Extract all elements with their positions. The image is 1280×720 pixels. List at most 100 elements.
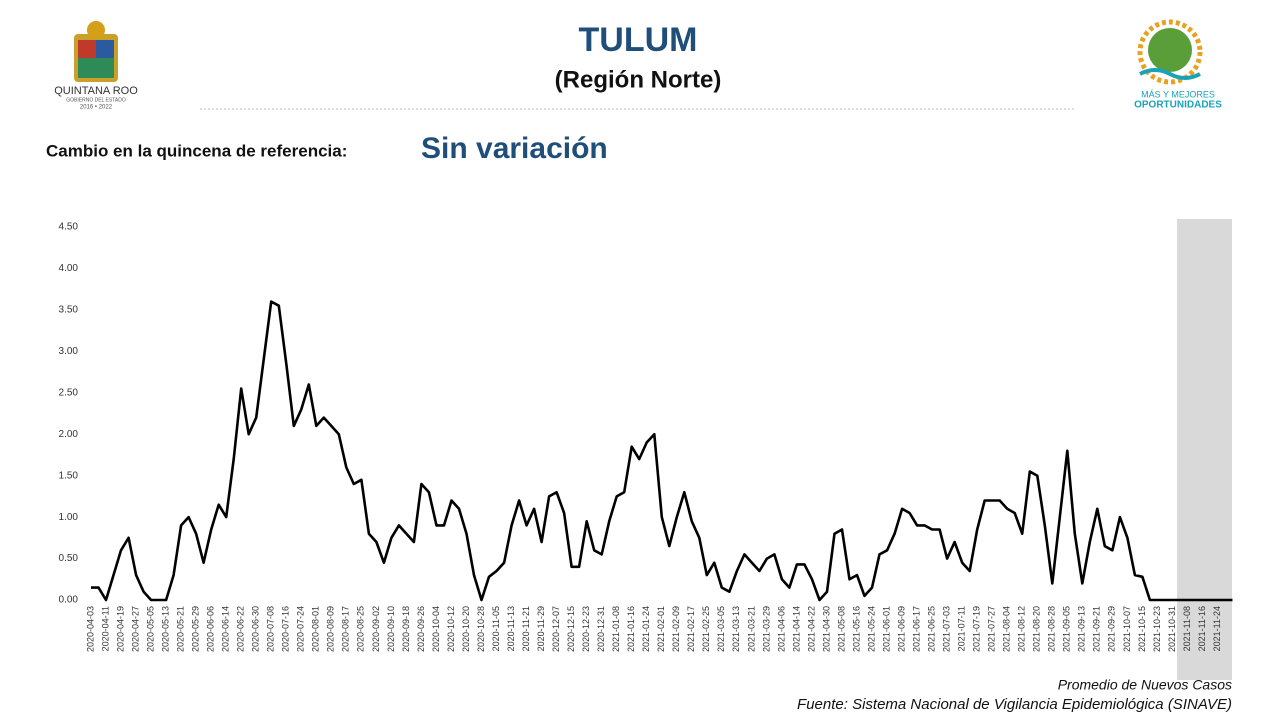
- x-tick-label: 2021-05-16: [851, 606, 861, 652]
- x-tick-label: 2021-03-05: [716, 606, 726, 652]
- x-tick-label: 2021-01-16: [626, 606, 636, 652]
- y-tick-label: 3.50: [59, 305, 79, 316]
- x-tick-label: 2020-05-29: [191, 606, 201, 652]
- x-tick-label: 2020-06-30: [251, 606, 261, 652]
- x-tick-label: 2020-08-17: [341, 606, 351, 652]
- data-line: [91, 300, 1233, 602]
- wave: [1139, 68, 1201, 80]
- x-tick-label: 2020-06-22: [236, 606, 246, 652]
- y-tick-label: 2.50: [59, 387, 79, 398]
- x-tick-label: 2020-11-05: [491, 606, 501, 651]
- x-tick-label: 2020-09-02: [371, 606, 381, 652]
- x-tick-label: 2020-09-18: [401, 606, 411, 652]
- x-tick-label: 2020-08-09: [326, 606, 336, 652]
- x-tick-label: 2020-12-23: [581, 606, 591, 652]
- subtitle: (Región Norte): [555, 66, 722, 93]
- series-label: Promedio de Nuevos Casos: [1058, 677, 1232, 693]
- change-label: Cambio en la quincena de referencia:: [46, 141, 347, 160]
- x-tick-label: 2021-10-15: [1137, 606, 1147, 652]
- x-tick-label: 2021-04-14: [791, 606, 801, 652]
- y-tick-label: 3.00: [59, 346, 79, 357]
- x-tick-label: 2020-08-01: [311, 606, 321, 652]
- tree: [1148, 28, 1192, 72]
- x-tick-label: 2020-12-07: [551, 606, 561, 652]
- x-tick-label: 2020-05-05: [145, 606, 155, 652]
- left-logo: QUINTANA ROO GOBIERNO DEL ESTADO 2016 • …: [54, 21, 138, 111]
- x-tick-label: 2021-09-29: [1107, 606, 1117, 652]
- logo-line: MÁS Y MEJORES: [1141, 89, 1215, 99]
- logo-line: GOBIERNO DEL ESTADO: [66, 97, 126, 103]
- x-tick-label: 2021-03-21: [746, 606, 756, 652]
- x-tick-label: 2021-06-09: [896, 606, 906, 652]
- y-tick-label: 1.50: [59, 470, 79, 481]
- source: Fuente: Sistema Nacional de Vigilancia E…: [797, 696, 1232, 713]
- x-tick-label: 2021-02-09: [671, 606, 681, 652]
- x-tick-label: 2020-10-12: [446, 606, 456, 652]
- x-tick-label: 2021-08-28: [1047, 606, 1057, 652]
- x-tick-label: 2021-02-01: [656, 606, 666, 652]
- x-tick-label: 2020-06-14: [221, 606, 231, 652]
- y-tick-label: 0.50: [59, 553, 79, 564]
- x-tick-label: 2020-05-13: [160, 606, 170, 652]
- sun: [87, 21, 105, 39]
- x-tick-label: 2021-11-08: [1182, 606, 1192, 651]
- change-value: Sin variación: [421, 132, 608, 165]
- x-tick-label: 2020-10-04: [431, 606, 441, 652]
- shaded-period: [1177, 219, 1232, 680]
- logo-years: 2016 • 2022: [80, 105, 113, 111]
- x-tick-label: 2021-03-29: [761, 606, 771, 652]
- shield-part: [78, 40, 96, 58]
- x-tick-label: 2021-08-04: [1002, 606, 1012, 652]
- shield-part: [78, 58, 114, 78]
- x-tick-label: 2020-06-06: [206, 606, 216, 652]
- logo-line: OPORTUNIDADES: [1134, 100, 1222, 111]
- x-tick-label: 2021-04-30: [821, 606, 831, 652]
- x-tick-label: 2020-04-19: [115, 606, 125, 652]
- x-tick-label: 2020-04-03: [85, 606, 95, 652]
- x-tick-label: 2021-05-24: [866, 606, 876, 652]
- x-tick-label: 2021-09-13: [1077, 606, 1087, 652]
- x-tick-label: 2020-09-10: [386, 606, 396, 652]
- x-tick-label: 2020-10-20: [461, 606, 471, 652]
- x-tick-label: 2021-10-23: [1152, 606, 1162, 652]
- right-logo: MÁS Y MEJORES OPORTUNIDADES: [1134, 19, 1222, 111]
- title: TULUM: [579, 21, 698, 59]
- x-tick-label: 2020-08-25: [356, 606, 366, 652]
- x-tick-label: 2021-07-19: [972, 606, 982, 652]
- x-tick-label: 2021-02-17: [686, 606, 696, 652]
- x-tick-label: 2020-11-29: [536, 606, 546, 651]
- x-tick-label: 2020-07-24: [296, 606, 306, 652]
- x-tick-label: 2021-08-20: [1032, 606, 1042, 652]
- x-tick-label: 2020-10-28: [476, 606, 486, 652]
- x-tick-label: 2021-01-24: [641, 606, 651, 652]
- x-tick-label: 2021-11-24: [1212, 606, 1222, 651]
- x-tick-label: 2021-10-31: [1167, 606, 1177, 652]
- y-tick-label: 1.00: [59, 512, 79, 523]
- y-tick-label: 0.00: [59, 595, 79, 606]
- x-tick-label: 2020-12-31: [596, 606, 606, 652]
- x-tick-label: 2020-04-27: [130, 606, 140, 652]
- x-tick-label: 2021-02-25: [701, 606, 711, 652]
- x-tick-label: 2020-07-08: [266, 606, 276, 652]
- x-tick-label: 2021-10-07: [1122, 606, 1132, 652]
- x-tick-label: 2020-05-21: [175, 606, 185, 652]
- x-tick-label: 2020-11-13: [506, 606, 516, 651]
- x-tick-label: 2021-05-08: [836, 606, 846, 652]
- shield-part: [96, 40, 114, 58]
- x-tick-label: 2021-09-05: [1062, 606, 1072, 652]
- x-tick-label: 2021-11-16: [1197, 606, 1207, 651]
- ring: [1137, 19, 1203, 85]
- x-tick-label: 2021-04-06: [776, 606, 786, 652]
- x-tick-label: 2021-07-27: [987, 606, 997, 652]
- x-tick-label: 2021-06-25: [926, 606, 936, 652]
- x-tick-label: 2021-08-12: [1017, 606, 1027, 652]
- y-tick-label: 4.50: [59, 222, 79, 233]
- x-tick-label: 2021-04-22: [806, 606, 816, 652]
- x-tick-label: 2020-11-21: [521, 606, 531, 651]
- x-tick-label: 2021-01-08: [611, 606, 621, 652]
- x-tick-label: 2020-12-15: [566, 606, 576, 652]
- x-tick-label: 2020-07-16: [281, 606, 291, 652]
- x-tick-label: 2021-07-11: [957, 606, 967, 651]
